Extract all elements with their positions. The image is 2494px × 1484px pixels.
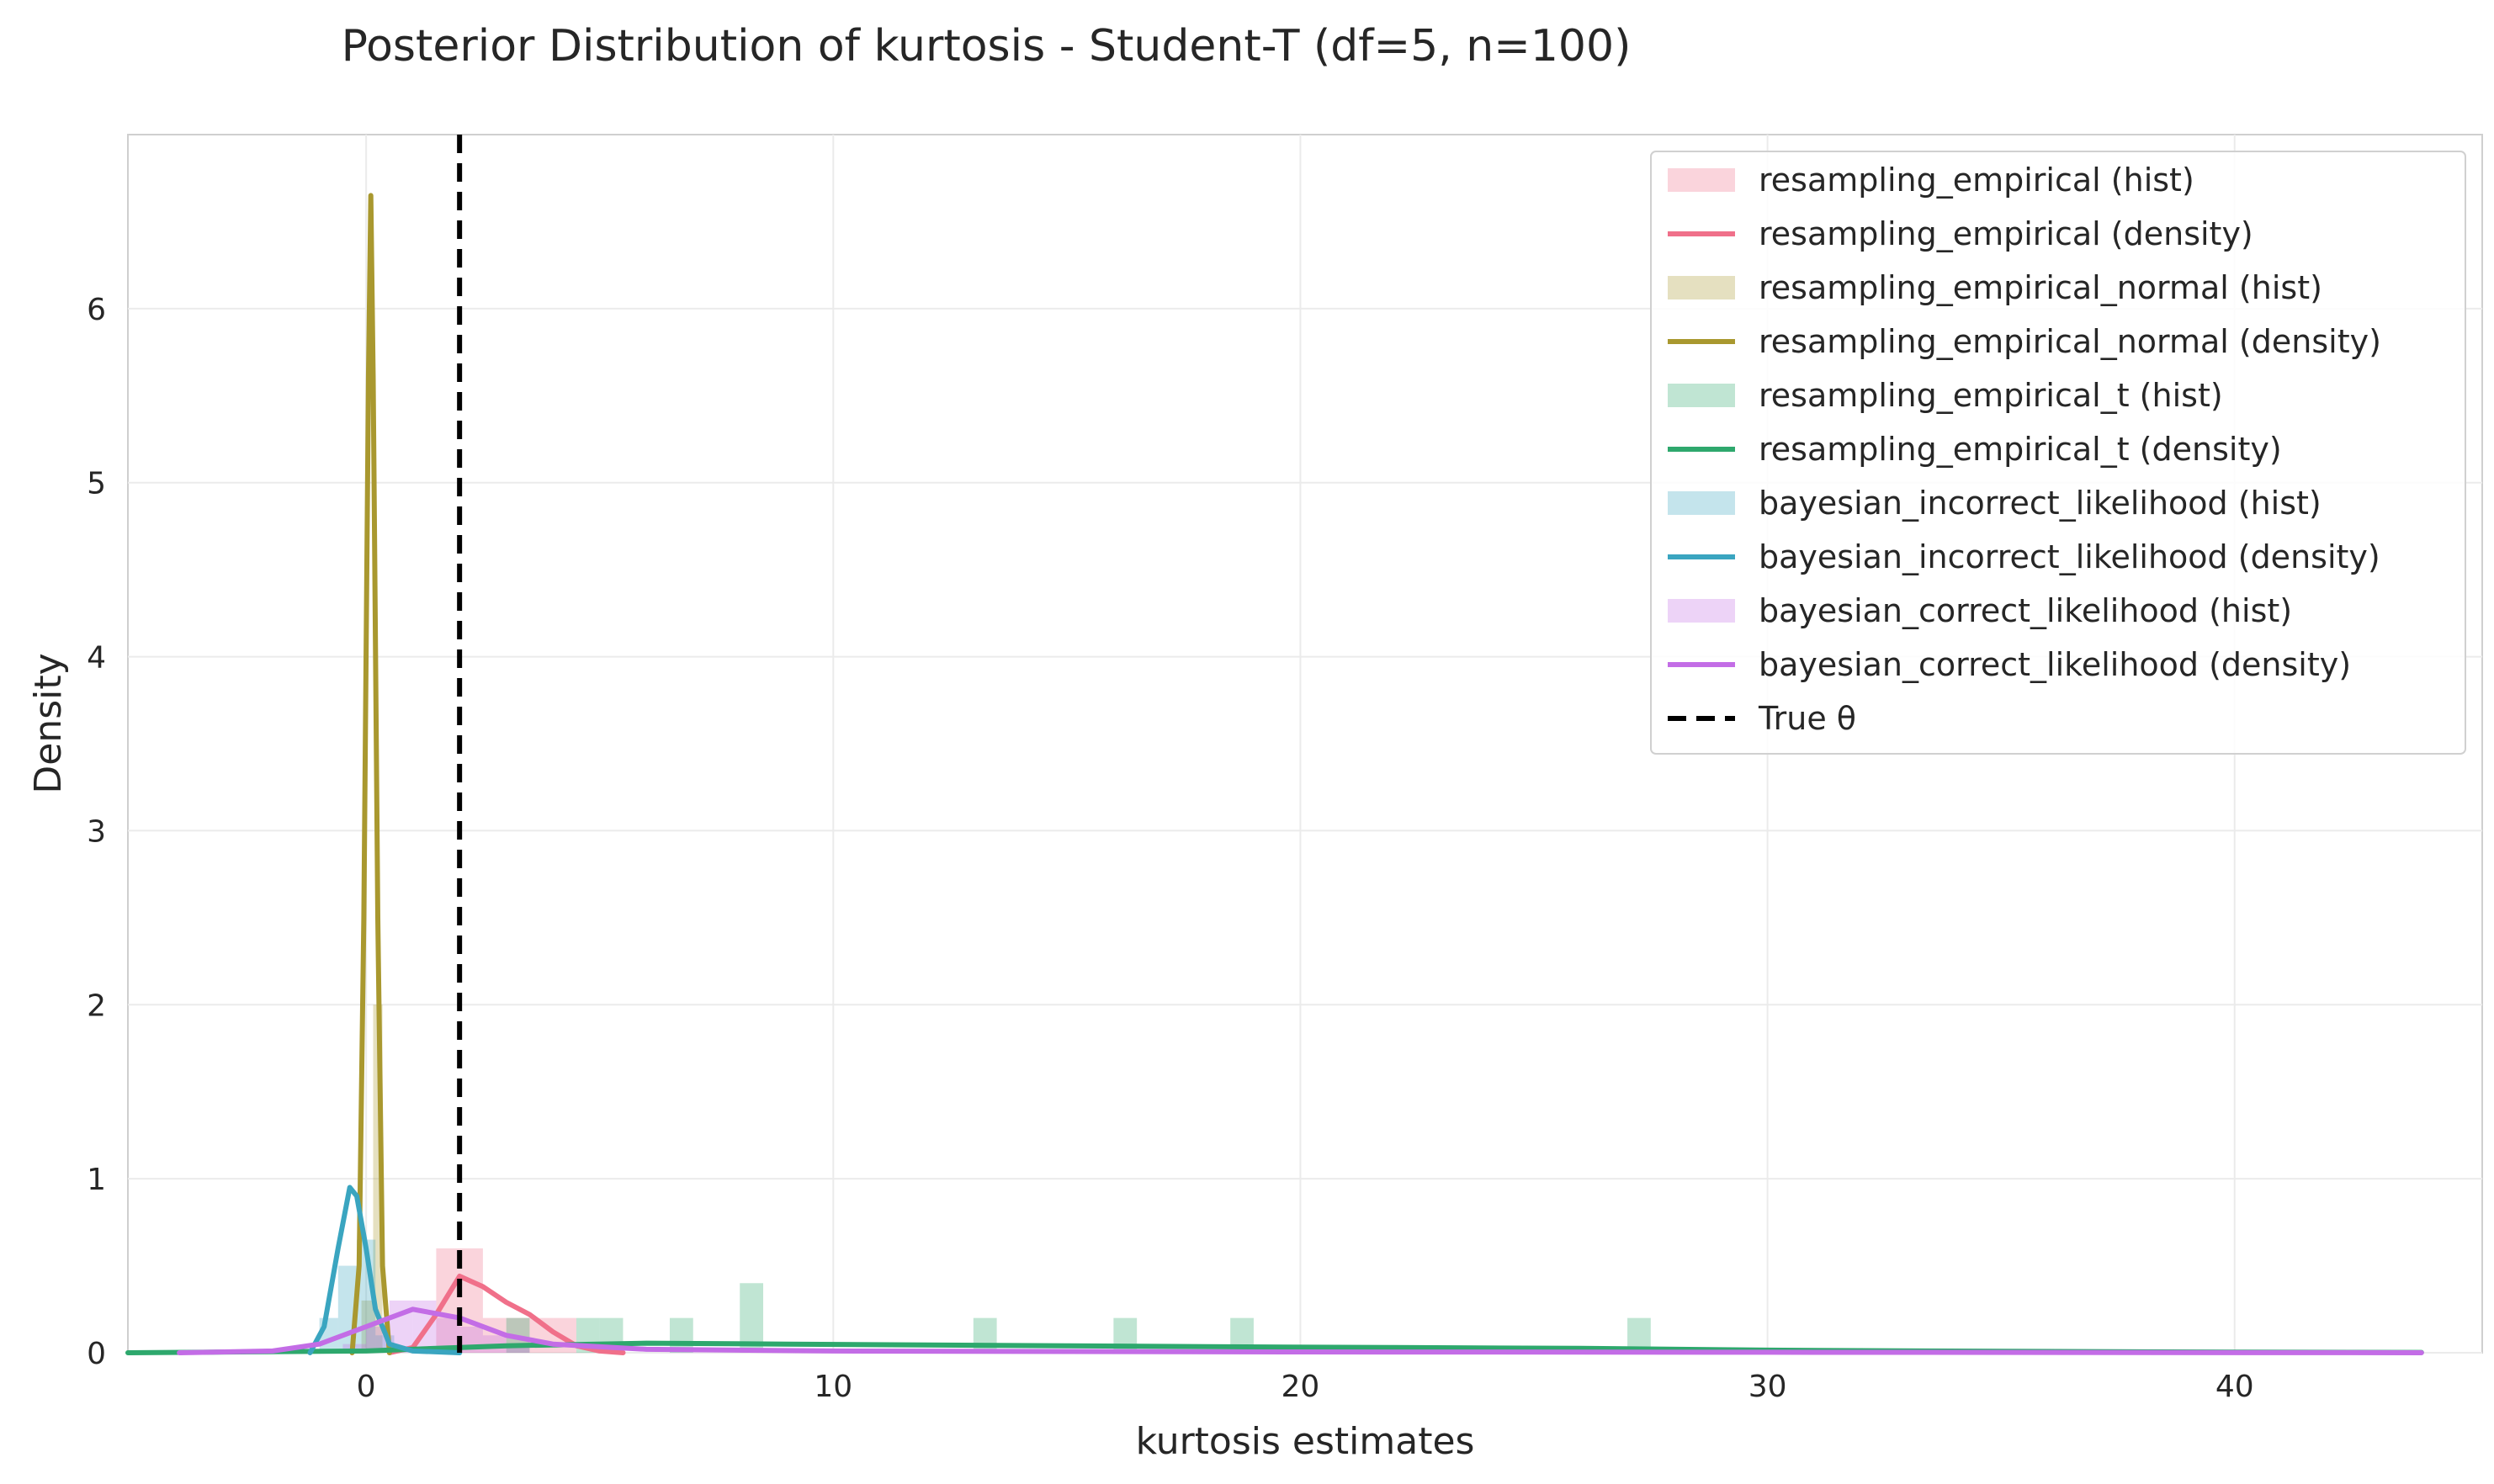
x-tick-label: 20 — [1281, 1370, 1320, 1404]
x-tick-label: 30 — [1748, 1370, 1787, 1404]
legend-label: resampling_empirical_normal (hist) — [1759, 269, 2322, 306]
x-tick-label: 10 — [814, 1370, 852, 1404]
legend-box — [1650, 151, 2466, 755]
legend-label: resampling_empirical_t (density) — [1759, 431, 2282, 468]
histogram-bar — [669, 1317, 693, 1353]
legend-patch — [1668, 276, 1735, 299]
legend-patch — [1668, 168, 1735, 192]
histogram-bar — [373, 1004, 383, 1353]
histogram-bar — [506, 1344, 530, 1353]
x-tick-label: 40 — [2215, 1370, 2254, 1404]
legend-patch — [1668, 599, 1735, 623]
legend-label: bayesian_correct_likelihood (density) — [1759, 646, 2351, 683]
y-tick-label: 6 — [87, 293, 106, 327]
legend-label: bayesian_correct_likelihood (hist) — [1759, 592, 2292, 629]
legend-label: resampling_empirical (hist) — [1759, 162, 2194, 199]
y-tick-label: 4 — [87, 641, 106, 676]
legend-label: bayesian_incorrect_likelihood (density) — [1759, 538, 2380, 575]
y-axis-label: Density — [27, 653, 70, 793]
legend-label: resampling_empirical_normal (density) — [1759, 323, 2381, 360]
legend-label: resampling_empirical (density) — [1759, 215, 2253, 252]
legend-patch — [1668, 384, 1735, 407]
y-tick-label: 1 — [87, 1163, 106, 1197]
legend-items: resampling_empirical (hist) resampling_em… — [1668, 162, 2381, 737]
legend-patch — [1668, 491, 1735, 515]
density-line — [349, 193, 392, 1355]
density-line — [177, 1306, 2424, 1355]
y-axis-ticks: 0 1 2 3 4 5 6 — [87, 293, 106, 1371]
legend-label: bayesian_incorrect_likelihood (hist) — [1759, 485, 2322, 522]
x-tick-label: 0 — [357, 1370, 376, 1404]
y-tick-label: 0 — [87, 1337, 106, 1371]
density-line — [307, 1185, 463, 1355]
y-tick-label: 3 — [87, 814, 106, 849]
legend: resampling_empirical (hist) resampling_em… — [1650, 151, 2466, 755]
legend-label: resampling_empirical_t (hist) — [1759, 377, 2223, 414]
x-axis-label: kurtosis estimates — [1136, 1420, 1475, 1463]
density-curves — [125, 193, 2424, 1355]
y-tick-label: 5 — [87, 467, 106, 501]
y-tick-label: 2 — [87, 988, 106, 1023]
x-axis-ticks: 0 10 20 30 40 — [357, 1370, 2254, 1404]
histogram-bar — [740, 1283, 764, 1353]
legend-label: True θ — [1758, 700, 1856, 737]
chart-title: Posterior Distribution of kurtosis - Stu… — [342, 21, 1632, 72]
